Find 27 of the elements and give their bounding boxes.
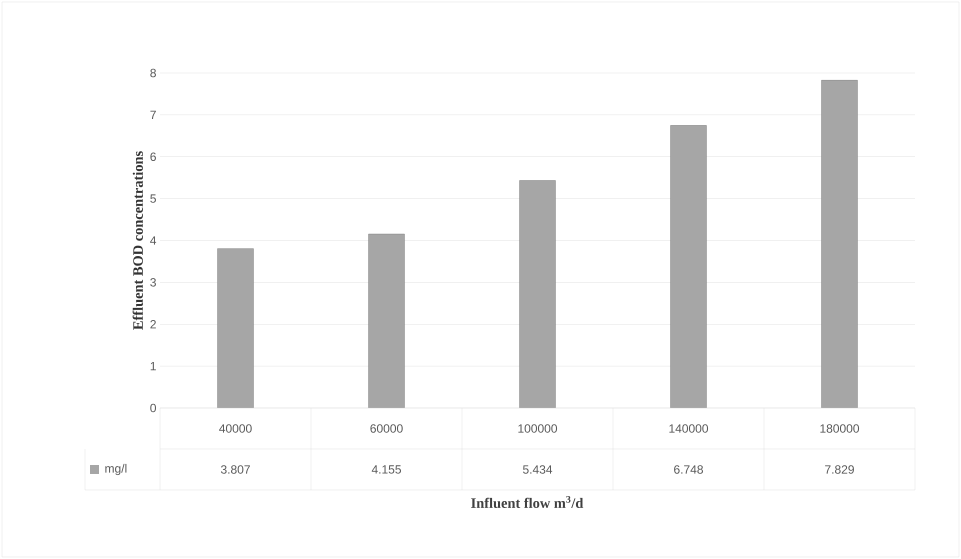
- y-tick-label: 1: [150, 362, 156, 370]
- legend-label: mg/l: [105, 464, 126, 476]
- x-tick-label: 140000: [669, 424, 708, 433]
- y-tick-label: 8: [150, 68, 156, 78]
- data-label: 6.748: [674, 465, 703, 474]
- y-axis-title: Effluent BOD concentrations: [132, 151, 143, 330]
- x-tick-label: 180000: [820, 424, 860, 433]
- x-tick-label: 40000: [219, 424, 252, 433]
- x-tick-label: 100000: [518, 424, 558, 433]
- y-tick-label: 7: [150, 110, 156, 119]
- data-label: 7.829: [825, 465, 854, 474]
- bar: [368, 234, 405, 408]
- bar: [821, 80, 858, 408]
- y-tick-label: 0: [150, 404, 156, 412]
- x-tick-label: 60000: [370, 424, 403, 433]
- data-label: 4.155: [372, 465, 402, 474]
- data-label: 3.807: [220, 465, 250, 474]
- y-tick-label: 2: [150, 320, 156, 328]
- bar: [670, 125, 707, 408]
- y-tick-label: 4: [150, 236, 156, 245]
- x-axis-title: Influent flow m$^{3}$/d: [471, 496, 584, 508]
- bar: [217, 248, 254, 408]
- bar: [519, 180, 556, 408]
- y-tick-label: 5: [150, 194, 156, 203]
- y-tick-label: 6: [150, 152, 156, 161]
- data-label: 5.434: [522, 465, 552, 474]
- y-tick-label: 3: [150, 278, 156, 287]
